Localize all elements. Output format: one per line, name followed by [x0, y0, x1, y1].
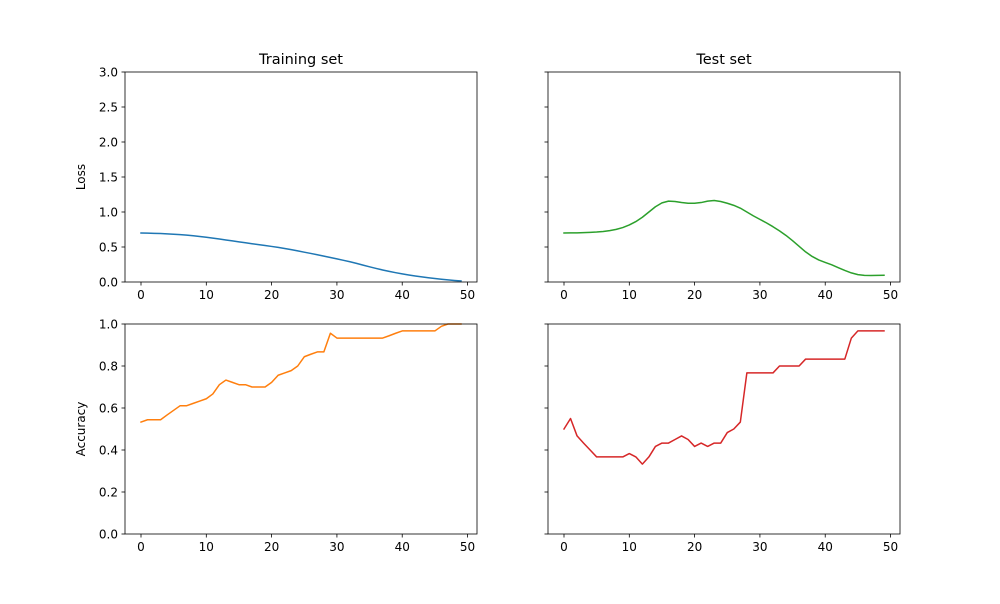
accuracy-train-axes-frame [124, 323, 478, 535]
accuracy-train-panel: 0 10 20 30 40 50 0.0 0.2 0.4 0.6 0.8 1.0 Accuracy [74, 317, 478, 554]
loss-test-panel: 0 10 20 30 40 50 Test set [544, 52, 901, 302]
loss-train-xtick-label: 50 [460, 288, 475, 302]
accuracy-train-xtick-label: 30 [329, 540, 344, 554]
loss-train-ylabel: Loss [74, 164, 88, 190]
loss-train-ytick-label: 2.5 [99, 100, 118, 114]
loss-train-ytick-label: 0.5 [99, 240, 118, 254]
accuracy-test-xtick-label: 10 [622, 540, 637, 554]
loss-test-xtick-label: 20 [687, 288, 702, 302]
accuracy-train-ytick-label: 0.0 [99, 527, 118, 541]
loss-train-ytick-label: 1.5 [99, 170, 118, 184]
loss-train-title: Training set [258, 52, 343, 68]
loss-test-xtick-label: 10 [622, 288, 637, 302]
accuracy-test-xtick-label: 50 [883, 540, 898, 554]
loss-train-ytick-label: 3.0 [99, 65, 118, 79]
loss-train-xtick-label: 20 [264, 288, 279, 302]
accuracy-train-ytick-label: 0.6 [99, 401, 118, 415]
accuracy-train-ytick-label: 0.2 [99, 485, 118, 499]
loss-test-xtick-label: 30 [752, 288, 767, 302]
accuracy-train-ylabel: Accuracy [74, 402, 88, 457]
loss-test-series-line [563, 199, 885, 277]
accuracy-test-xtick-label: 30 [752, 540, 767, 554]
loss-test-xtick-label: 0 [560, 288, 568, 302]
accuracy-test-panel: 0 10 20 30 40 50 [544, 323, 901, 554]
loss-test-xtick-label: 40 [818, 288, 833, 302]
accuracy-train-xtick-label: 50 [460, 540, 475, 554]
accuracy-train-ytick-label: 1.0 [99, 317, 118, 331]
accuracy-test-xtick-label: 20 [687, 540, 702, 554]
loss-test-xtick-label: 50 [883, 288, 898, 302]
loss-train-ytick-label: 1.0 [99, 205, 118, 219]
accuracy-train-xtick-label: 0 [137, 540, 145, 554]
loss-test-title: Test set [695, 52, 752, 68]
accuracy-test-xtick-label: 40 [818, 540, 833, 554]
loss-train-xtick-label: 30 [329, 288, 344, 302]
accuracy-train-series-line [140, 323, 462, 424]
accuracy-test-series-line [562, 330, 885, 465]
loss-train-xtick-label: 0 [137, 288, 145, 302]
loss-train-series-line [140, 232, 462, 282]
accuracy-train-xtick-label: 20 [264, 540, 279, 554]
accuracy-test-xtick-label: 0 [560, 540, 568, 554]
accuracy-train-xtick-label: 10 [199, 540, 214, 554]
accuracy-train-xtick-label: 40 [395, 540, 410, 554]
loss-train-xtick-label: 40 [395, 288, 410, 302]
accuracy-train-ytick-label: 0.4 [99, 443, 118, 457]
loss-train-ytick-label: 2.0 [99, 135, 118, 149]
accuracy-train-ytick-label: 0.8 [99, 359, 118, 373]
accuracy-test-axes-frame [547, 323, 901, 535]
loss-train-panel: 0 10 20 30 40 50 0.0 0.5 1.0 1.5 2.0 2.5 3.0 Training… [74, 52, 478, 302]
loss-train-xtick-label: 10 [199, 288, 214, 302]
loss-train-ytick-label: 0.0 [99, 275, 118, 289]
